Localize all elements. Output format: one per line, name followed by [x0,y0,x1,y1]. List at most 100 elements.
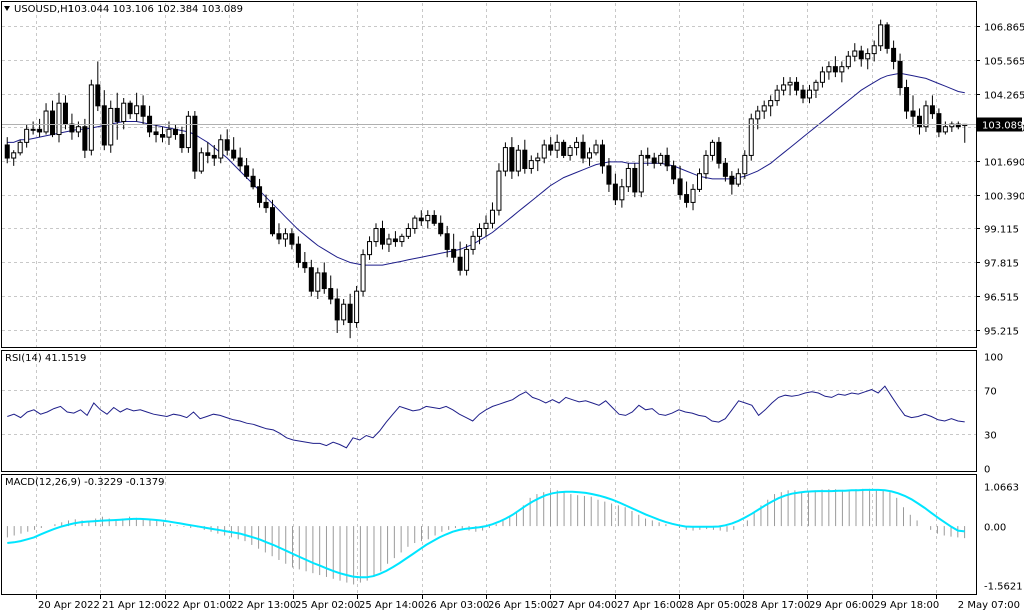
candle-body-bear [192,115,198,172]
candle [360,249,366,297]
candle-body-bull [30,128,36,131]
candle-body-bull [483,222,489,230]
candle [341,299,347,326]
candle [904,79,910,119]
candle-body-bull [477,228,483,237]
candle [839,61,845,83]
candle-body-bull [813,81,819,91]
candle-body-bear [69,123,75,133]
rsi-tick-label: 0 [984,465,990,476]
candle [574,137,580,156]
candle [114,92,120,140]
price-tick-label: 96.515 [984,293,1019,304]
candle-body-bull [658,154,664,164]
candle-body-bull [496,170,502,211]
candle [496,163,502,216]
candle-body-bear [276,233,282,240]
candle-body-bull [166,128,172,138]
candle-body-bull [696,173,703,190]
candle-body-bear [321,272,327,290]
candle [787,77,793,96]
candle [198,147,204,174]
candle [929,95,935,119]
candle-body-bear [599,144,605,167]
candle-body-bear [677,178,683,196]
candle-body-bull [871,45,877,55]
candle-body-bull [942,126,948,133]
candle [477,223,483,245]
candle-body-bull [399,235,405,243]
time-tick-label: 28 Apr 05:00 [681,600,746,611]
candle-body-bear [328,288,334,300]
candle-body-bull [425,214,431,222]
candle-body-bear [794,81,800,91]
candle [308,259,314,297]
candle [50,100,56,138]
candle-body-bull [587,152,593,159]
candle-body-bear [800,89,806,99]
candle [17,139,23,156]
candle-body-bear [37,128,43,133]
candle-body-bear [392,238,398,243]
candle [580,134,586,164]
time-tick-label: 29 Apr 18:00 [874,600,939,611]
candle [379,220,385,250]
candle [535,152,541,172]
macd-label: MACD(12,26,9) -0.3229 -0.1379 [5,477,165,488]
candle [625,163,631,192]
candle [509,137,515,179]
candle-body-bull [554,141,560,151]
candle-body-bull [781,84,787,91]
candle [671,160,677,185]
candle [548,137,554,156]
candle-body-bull [405,228,411,237]
candle [218,134,224,164]
candle-body-bear [289,233,295,245]
grid [2,3,976,594]
candle [405,223,411,239]
candle-body-bear [884,24,890,49]
rsi-tick-label: 30 [984,431,997,442]
candle-body-bear [716,141,722,164]
candle-body-bull [185,115,191,149]
moving-average-line [7,72,965,266]
candle [412,215,418,234]
candle [826,61,832,80]
triangle-down-icon[interactable] [4,6,10,11]
price-tick-label: 99.115 [984,225,1019,236]
candle-body-bull [709,141,715,156]
candle-body-bull [43,110,49,133]
candle [211,144,217,166]
time-tick-label: 2 May 07:00 [958,600,1020,611]
candle-body-bear [451,248,457,258]
candle-body-bull [878,24,884,47]
candle-body-bear [257,186,263,203]
candle [334,288,340,333]
candle-body-bull [367,241,373,256]
candle [768,95,774,117]
candle-body-bull [11,152,17,159]
macd-signal-line [7,488,965,579]
candle [237,147,243,172]
candle [755,105,761,130]
candle [522,139,528,174]
candle [878,19,884,51]
candle [515,144,521,177]
candle-body-bull [703,154,709,175]
rsi-panel-frame [1,350,977,472]
candle [431,210,437,226]
candle-body-bull [502,147,508,172]
candle-body-bear [606,165,612,185]
candle-body-bear [832,66,838,73]
candle [470,231,476,255]
rsi-plot [7,385,965,449]
candle [936,108,942,138]
price-tick-label: 97.815 [984,259,1019,270]
candle [451,233,457,263]
candle-body-bear [548,144,554,151]
macd-plot [6,488,966,585]
candle-body-bull [839,66,845,73]
price-tick-label: 104.265 [984,91,1024,102]
time-tick-label: 27 Apr 04:00 [552,600,617,611]
candle-body-bear [891,47,897,62]
